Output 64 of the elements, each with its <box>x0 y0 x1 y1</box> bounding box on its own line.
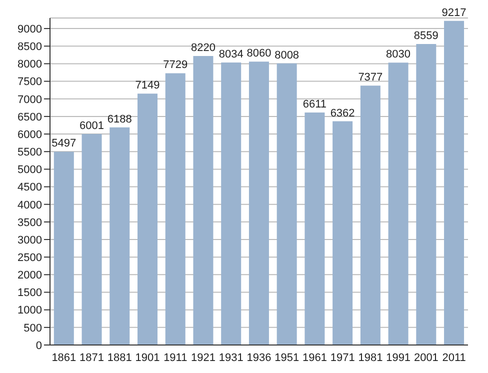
x-tick-label: 1961 <box>302 352 327 364</box>
x-tick-label: 1971 <box>330 352 355 364</box>
data-label: 6611 <box>302 98 327 111</box>
y-tick-label: 6000 <box>18 128 42 141</box>
y-tick-label: 7500 <box>18 76 42 88</box>
x-tick-label: 1921 <box>191 352 216 364</box>
y-tick-label: 0 <box>36 340 42 352</box>
data-label: 7729 <box>163 59 188 72</box>
bar <box>165 73 186 345</box>
x-tick-label: 1861 <box>52 352 76 364</box>
y-tick-label: 9000 <box>18 23 42 36</box>
bar <box>248 62 269 345</box>
y-tick-label: 3500 <box>18 216 42 229</box>
y-tick-label: 3000 <box>18 234 42 246</box>
data-label: 6188 <box>107 113 132 126</box>
bar <box>82 134 102 345</box>
bar <box>332 121 353 345</box>
x-tick-label: 2001 <box>414 352 438 364</box>
y-tick-label: 2500 <box>18 252 42 264</box>
bar <box>388 62 408 345</box>
bar <box>193 56 214 345</box>
bar <box>360 86 380 345</box>
bar <box>276 63 297 345</box>
data-label: 8030 <box>386 48 411 61</box>
data-label: 6001 <box>80 120 104 132</box>
x-tick-label: 1931 <box>218 352 244 364</box>
data-label: 5497 <box>52 138 76 150</box>
y-tick-label: 8500 <box>18 41 42 54</box>
data-label: 8034 <box>218 48 244 61</box>
y-tick-label: 1000 <box>18 304 42 317</box>
x-tick-label: 1901 <box>135 352 160 364</box>
y-tick-label: 500 <box>24 322 42 334</box>
bar <box>304 112 325 345</box>
bar <box>444 20 464 345</box>
bar <box>221 62 242 345</box>
y-tick-label: 1500 <box>18 287 42 300</box>
y-tick-label: 8000 <box>18 58 42 71</box>
data-label: 8559 <box>414 30 438 42</box>
bar <box>110 127 130 345</box>
data-label: 6362 <box>330 107 355 120</box>
bar <box>54 152 74 345</box>
data-label: 8008 <box>274 49 300 62</box>
y-tick-label: 5500 <box>18 146 42 159</box>
y-tick-label: 4500 <box>18 182 42 194</box>
y-tick-label: 4000 <box>18 199 42 212</box>
x-tick-label: 1991 <box>386 352 411 364</box>
x-tick-label: 1871 <box>80 352 104 364</box>
y-tick-label: 6500 <box>18 111 42 124</box>
x-tick-label: 1881 <box>107 352 132 364</box>
data-label: 7377 <box>358 72 383 84</box>
x-tick-label: 1981 <box>358 352 383 364</box>
data-label: 8220 <box>190 42 216 54</box>
y-tick-label: 7000 <box>18 94 42 106</box>
data-label: 8060 <box>246 48 272 60</box>
x-tick-label: 2011 <box>442 352 466 364</box>
y-tick-label: 5000 <box>18 164 42 176</box>
x-tick-label: 1911 <box>164 352 188 364</box>
bar <box>416 44 436 345</box>
x-tick-label: 1951 <box>274 352 300 364</box>
y-tick-label: 2000 <box>18 270 42 282</box>
bar <box>138 94 158 345</box>
x-tick-label: 1936 <box>246 352 272 364</box>
data-label: 9217 <box>442 6 466 19</box>
data-label: 7149 <box>135 80 160 92</box>
